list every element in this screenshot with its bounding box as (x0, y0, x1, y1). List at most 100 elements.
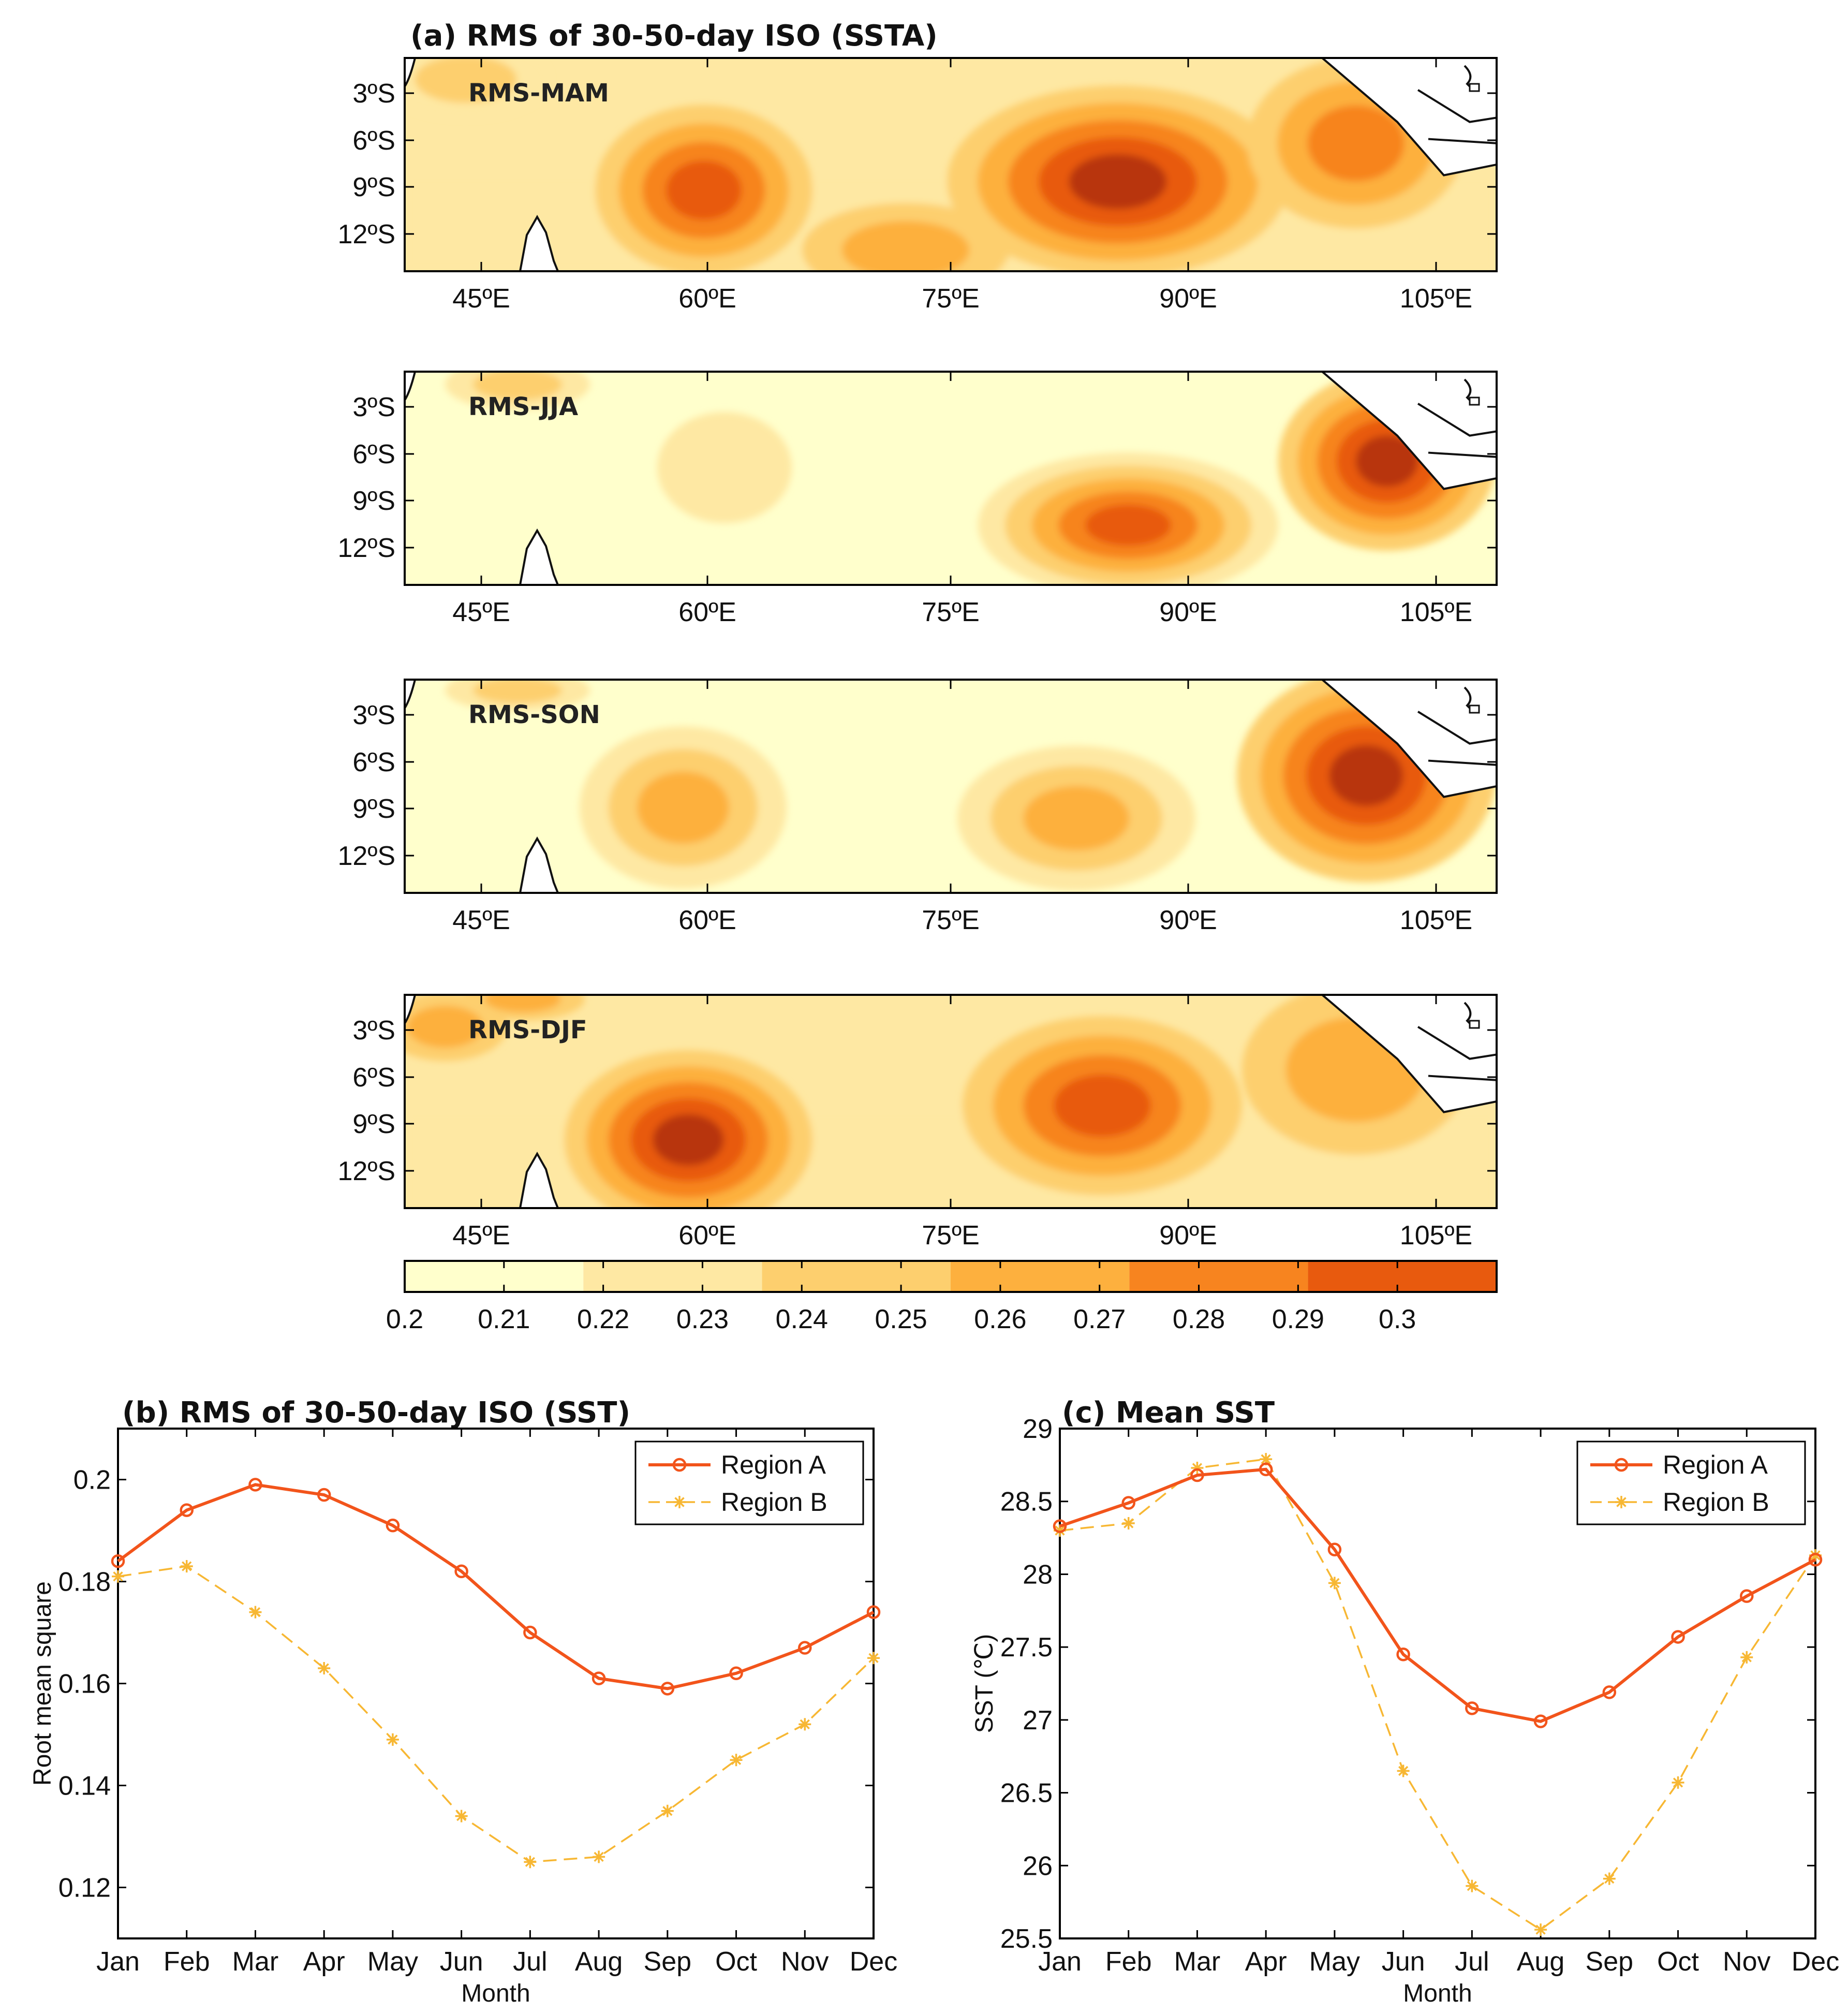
data-point-region-a (729, 1666, 743, 1681)
lon-tick-label: 60ºE (678, 1221, 736, 1251)
y-tick-label: 26.5 (1000, 1778, 1053, 1809)
lon-tick-label: 90ºE (1159, 905, 1217, 935)
data-point-region-a (1671, 1630, 1685, 1644)
map-rms-djf (405, 995, 1497, 1208)
data-point-region-b (1054, 1524, 1066, 1537)
data-point-region-a (660, 1682, 675, 1696)
lon-tick-label: 60ºE (678, 597, 736, 627)
colorbar-segment (405, 1261, 584, 1292)
lon-tick-label: 75ºE (922, 284, 980, 314)
data-point-region-a (592, 1671, 606, 1685)
lat-tick-label: 12ºS (337, 219, 395, 249)
data-point-region-b (112, 1570, 124, 1583)
colorbar-segment (762, 1261, 951, 1292)
data-point-region-a (1602, 1685, 1617, 1699)
data-point-region-b (1534, 1923, 1547, 1936)
series-line-region-b (1059, 1458, 1816, 1931)
map-season-label: RMS-JJA (468, 392, 578, 421)
data-point-region-b (180, 1560, 193, 1572)
lat-tick-label: 12ºS (337, 841, 395, 871)
map-rms-jja (405, 372, 1497, 585)
data-point-region-a (248, 1478, 262, 1492)
colorbar-segment (583, 1261, 762, 1292)
colorbar-tick-label: 0.21 (478, 1304, 530, 1334)
x-axis-label: Month (1403, 1980, 1472, 2007)
y-tick-label: 25.5 (1000, 1924, 1053, 1954)
legend-entry: Region A (1663, 1450, 1768, 1479)
plot-area (1059, 1428, 1816, 1939)
x-tick-label: Sep (1586, 1947, 1634, 1977)
data-point-region-a (180, 1503, 194, 1517)
panel-a-title: (a) RMS of 30-50-day ISO (SSTA) (410, 19, 938, 53)
data-point-region-a (523, 1625, 537, 1640)
data-point-region-a (454, 1564, 468, 1579)
colorbar-tick-label: 0.23 (676, 1304, 729, 1334)
data-point-region-a (317, 1488, 331, 1502)
y-tick-label: 28.5 (1000, 1487, 1053, 1517)
y-tick-label: 0.12 (58, 1873, 111, 1903)
data-point-region-b (593, 1850, 605, 1863)
x-tick-label: Oct (715, 1947, 757, 1977)
data-point-region-a (1259, 1462, 1273, 1477)
x-tick-label: Jul (1455, 1947, 1489, 1977)
data-point-region-b (730, 1754, 743, 1767)
legend-entry: Region B (1663, 1488, 1769, 1517)
data-point-region-a (1121, 1496, 1135, 1510)
colorbar-segment (1308, 1261, 1497, 1292)
panel-b-chart: (b) RMS of 30-50-day ISO (SST) 0.12 0.14 0… (29, 1396, 897, 2007)
colorbar-tick-label: 0.28 (1173, 1304, 1225, 1334)
x-tick-label: Nov (1723, 1947, 1770, 1977)
lat-tick-label: 9ºS (352, 794, 395, 824)
data-point-region-b (867, 1652, 880, 1665)
lat-tick-label: 9ºS (352, 1109, 395, 1139)
y-tick-label: 29 (1023, 1414, 1053, 1444)
x-tick-label: Apr (1245, 1947, 1287, 1977)
x-tick-label: May (1309, 1947, 1360, 1977)
data-point-region-b (1397, 1765, 1410, 1777)
panel-a-maps: RMS-MAM 3ºS 6ºS 9ºS 12ºS 45ºE 60ºE 75ºE 90ºE 105º… (337, 57, 1498, 1251)
colorbar-tick-label: 0.29 (1272, 1304, 1324, 1334)
lon-tick-label: 105ºE (1400, 1221, 1472, 1251)
lon-tick-label: 105ºE (1400, 597, 1472, 627)
y-tick-label: 28 (1023, 1560, 1053, 1590)
lat-tick-label: 6ºS (352, 126, 395, 156)
lat-tick-label: 9ºS (352, 486, 395, 516)
legend-entry: Region A (721, 1450, 826, 1479)
colorbar: 0.2 0.21 0.22 0.23 0.24 0.25 0.26 0.27 0.28 0.29 0… (386, 1260, 1498, 1334)
legend: Region A Region B (1576, 1440, 1806, 1525)
data-point-region-b (249, 1606, 262, 1619)
lon-tick-label: 75ºE (922, 905, 980, 935)
x-tick-label: Apr (303, 1947, 345, 1977)
data-point-region-a (1533, 1714, 1548, 1728)
y-tick-label: 26 (1023, 1851, 1053, 1881)
lon-tick-label: 45ºE (452, 284, 510, 314)
lon-tick-label: 45ºE (452, 597, 510, 627)
data-point-region-b (1122, 1517, 1135, 1530)
data-point-region-b (661, 1804, 674, 1817)
legend: Region A Region B (634, 1440, 864, 1525)
legend-entry: Region B (721, 1488, 827, 1517)
x-tick-label: Jun (440, 1947, 483, 1977)
data-point-region-b (799, 1718, 811, 1731)
x-tick-label: Dec (1792, 1947, 1839, 1977)
data-point-region-a (1396, 1647, 1410, 1662)
map-season-label: RMS-MAM (468, 79, 609, 108)
colorbar-tick-label: 0.26 (974, 1304, 1026, 1334)
colorbar-tick-label: 0.3 (1379, 1304, 1416, 1334)
x-tick-label: Sep (644, 1947, 692, 1977)
lat-tick-label: 6ºS (352, 439, 395, 469)
data-point-region-b (386, 1733, 399, 1746)
colorbar-segment (1129, 1261, 1308, 1292)
colorbar-tick-label: 0.2 (386, 1304, 423, 1334)
x-tick-label: Nov (781, 1947, 829, 1977)
lon-tick-label: 60ºE (678, 905, 736, 935)
y-tick-label: 27 (1023, 1706, 1053, 1736)
data-point-region-a (1053, 1519, 1067, 1533)
panel-c-chart: (c) Mean SST 25.5 26 26.5 27 27.5 28 28.5 29 Jan… (971, 1396, 1839, 2007)
data-point-region-a (866, 1605, 881, 1619)
x-tick-label: Dec (850, 1947, 897, 1977)
x-tick-label: Jun (1382, 1947, 1425, 1977)
data-point-region-b (318, 1662, 331, 1674)
lat-tick-label: 6ºS (352, 1063, 395, 1093)
